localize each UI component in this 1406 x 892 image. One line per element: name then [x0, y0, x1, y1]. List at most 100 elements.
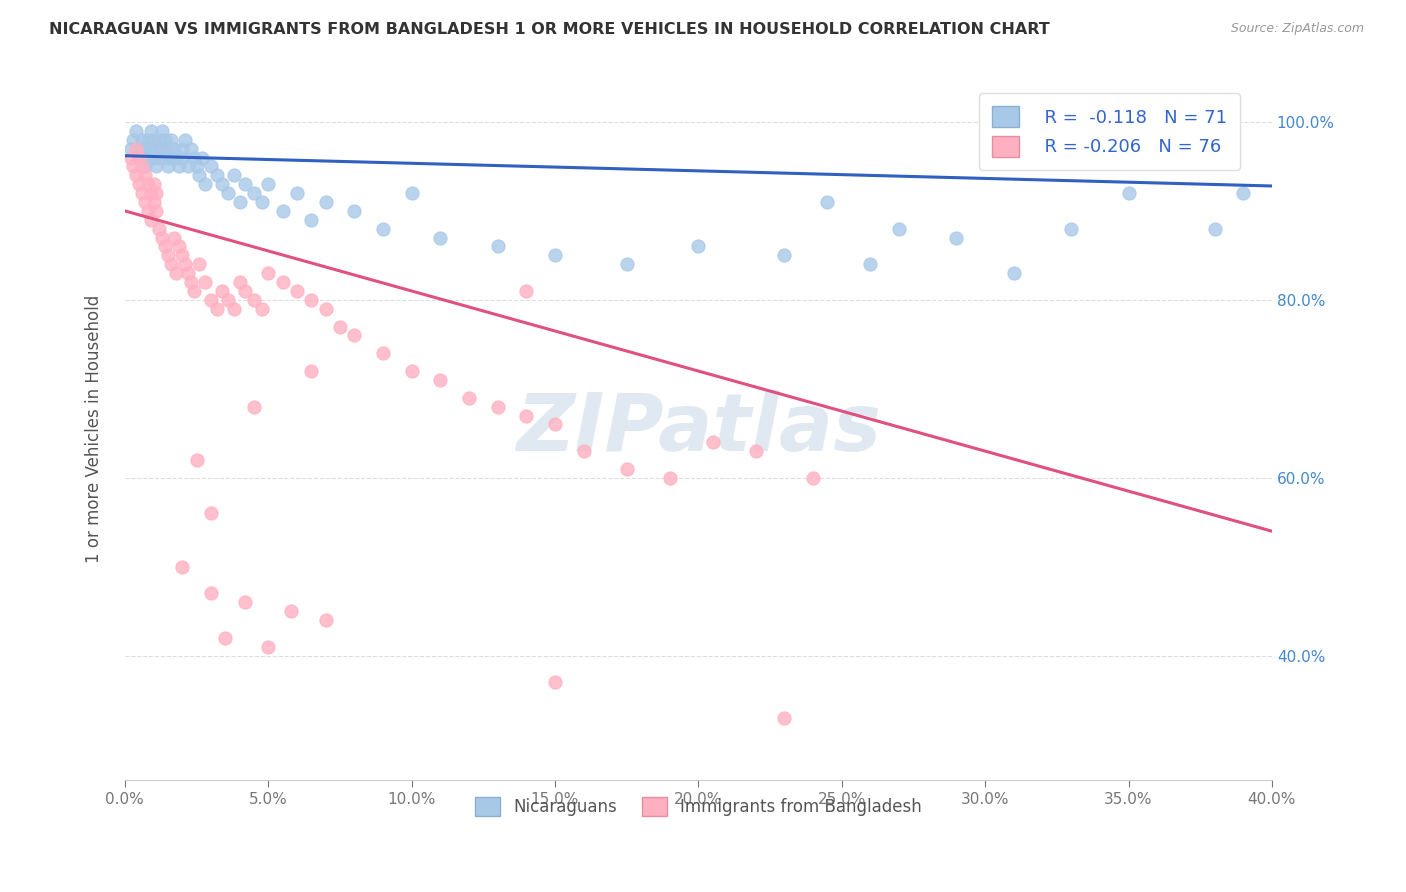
Point	[156, 142, 179, 156]
Point	[773, 711, 796, 725]
Point	[136, 178, 159, 192]
Point	[214, 631, 236, 645]
Point	[945, 230, 967, 244]
Point	[429, 373, 451, 387]
Point	[486, 239, 509, 253]
Point	[150, 142, 173, 156]
Point	[136, 133, 159, 147]
Point	[150, 124, 173, 138]
Point	[172, 151, 194, 165]
Point	[228, 194, 250, 209]
Point	[169, 160, 191, 174]
Point	[172, 142, 194, 156]
Point	[658, 471, 681, 485]
Point	[299, 364, 322, 378]
Point	[131, 142, 153, 156]
Point	[142, 133, 165, 147]
Point	[702, 435, 724, 450]
Point	[243, 400, 266, 414]
Point	[125, 169, 148, 183]
Point	[200, 507, 222, 521]
Point	[217, 293, 239, 307]
Point	[145, 203, 167, 218]
Point	[217, 186, 239, 200]
Point	[801, 471, 824, 485]
Point	[128, 151, 150, 165]
Point	[153, 133, 176, 147]
Point	[142, 194, 165, 209]
Point	[233, 178, 256, 192]
Point	[120, 142, 142, 156]
Point	[180, 142, 202, 156]
Point	[194, 275, 217, 289]
Point	[299, 293, 322, 307]
Point	[159, 151, 181, 165]
Point	[200, 160, 222, 174]
Point	[233, 284, 256, 298]
Point	[200, 586, 222, 600]
Point	[159, 257, 181, 271]
Point	[156, 248, 179, 262]
Point	[177, 266, 200, 280]
Point	[174, 133, 197, 147]
Point	[122, 133, 145, 147]
Point	[150, 230, 173, 244]
Point	[401, 364, 423, 378]
Point	[315, 301, 337, 316]
Point	[205, 301, 228, 316]
Point	[162, 142, 184, 156]
Point	[165, 151, 187, 165]
Point	[200, 293, 222, 307]
Point	[136, 151, 159, 165]
Point	[145, 186, 167, 200]
Text: NICARAGUAN VS IMMIGRANTS FROM BANGLADESH 1 OR MORE VEHICLES IN HOUSEHOLD CORRELA: NICARAGUAN VS IMMIGRANTS FROM BANGLADESH…	[49, 22, 1050, 37]
Point	[134, 142, 156, 156]
Point	[188, 257, 211, 271]
Point	[257, 266, 280, 280]
Point	[744, 444, 766, 458]
Text: ZIPatlas: ZIPatlas	[516, 390, 882, 468]
Point	[458, 391, 481, 405]
Point	[186, 160, 208, 174]
Point	[131, 133, 153, 147]
Point	[156, 160, 179, 174]
Point	[169, 239, 191, 253]
Point	[1060, 221, 1083, 235]
Point	[148, 133, 170, 147]
Point	[773, 248, 796, 262]
Point	[222, 169, 245, 183]
Point	[180, 275, 202, 289]
Point	[145, 160, 167, 174]
Point	[299, 212, 322, 227]
Point	[142, 178, 165, 192]
Point	[343, 203, 366, 218]
Point	[243, 293, 266, 307]
Point	[1232, 186, 1254, 200]
Point	[174, 257, 197, 271]
Point	[134, 160, 156, 174]
Point	[315, 613, 337, 627]
Point	[188, 169, 211, 183]
Point	[815, 194, 838, 209]
Point	[128, 151, 150, 165]
Point	[887, 221, 910, 235]
Point	[211, 178, 233, 192]
Point	[125, 124, 148, 138]
Point	[1002, 266, 1025, 280]
Point	[139, 142, 162, 156]
Point	[329, 319, 352, 334]
Point	[371, 346, 394, 360]
Point	[252, 194, 274, 209]
Point	[139, 186, 162, 200]
Point	[145, 142, 167, 156]
Point	[120, 151, 142, 165]
Point	[186, 453, 208, 467]
Point	[252, 301, 274, 316]
Point	[1118, 186, 1140, 200]
Point	[153, 239, 176, 253]
Point	[1204, 221, 1226, 235]
Legend: Nicaraguans, Immigrants from Bangladesh: Nicaraguans, Immigrants from Bangladesh	[467, 789, 931, 825]
Point	[243, 186, 266, 200]
Point	[131, 160, 153, 174]
Point	[233, 595, 256, 609]
